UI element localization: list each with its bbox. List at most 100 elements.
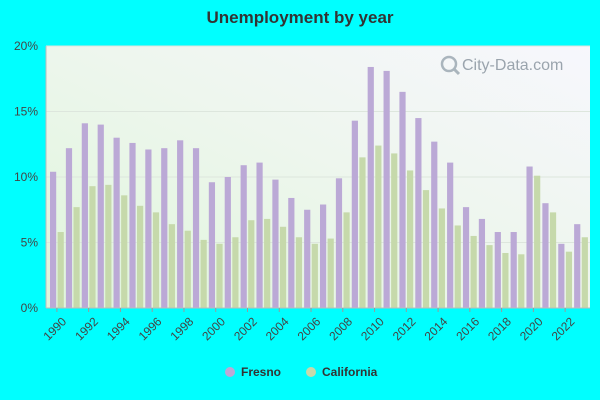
bar-fresno-2008 [335, 178, 343, 308]
bar-fresno-2023 [574, 224, 581, 308]
bar-california-2006 [311, 243, 318, 308]
x-tick-label: 2010 [358, 314, 387, 343]
y-axis: 0% 5% 10% 15% 20% [14, 39, 47, 315]
y-tick-label: 10% [14, 170, 38, 184]
x-tick-label: 2016 [453, 314, 482, 343]
bar-california-1997 [168, 224, 175, 308]
legend-label-fresno: Fresno [241, 365, 281, 379]
y-tick-label: 15% [14, 105, 38, 119]
bar-california-1994 [121, 195, 128, 308]
bar-california-2020 [534, 175, 541, 308]
bar-california-2007 [327, 238, 334, 308]
bar-california-2005 [295, 237, 303, 308]
x-tick-label: 2022 [549, 314, 578, 343]
x-tick-label: 2008 [326, 314, 355, 343]
bar-california-2009 [359, 157, 366, 308]
bar-fresno-2019 [510, 232, 517, 308]
legend-swatch-california [306, 367, 316, 377]
bar-california-2017 [486, 245, 493, 308]
bar-fresno-2003 [256, 162, 263, 308]
bar-fresno-2021 [542, 203, 549, 308]
bar-california-2019 [518, 254, 525, 308]
bar-fresno-1992 [81, 123, 88, 308]
bar-fresno-2011 [383, 70, 390, 308]
watermark-magnifier-icon [440, 55, 461, 76]
bar-california-2016 [470, 235, 477, 308]
x-tick-label: 1996 [136, 314, 165, 343]
bar-california-2010 [375, 145, 382, 308]
bar-fresno-2004 [272, 179, 279, 308]
x-tick-label: 1992 [72, 314, 101, 343]
bar-california-2001 [232, 237, 239, 308]
y-tick-label: 20% [14, 39, 38, 53]
y-tick-label: 5% [21, 236, 39, 250]
legend: Fresno California [225, 365, 378, 379]
bar-california-1995 [137, 205, 144, 308]
bar-fresno-2012 [399, 91, 406, 308]
y-tick-label: 0% [21, 301, 39, 315]
bar-california-2002 [248, 220, 255, 308]
x-tick-label: 2018 [485, 314, 514, 343]
x-tick-label: 2020 [517, 314, 546, 343]
watermark: City-Data.com [440, 55, 563, 76]
bar-california-2000 [216, 243, 223, 308]
bar-fresno-2017 [478, 218, 486, 308]
bar-california-1993 [105, 184, 112, 308]
bar-fresno-2010 [367, 66, 374, 309]
bars [50, 66, 588, 309]
bar-california-2021 [549, 212, 557, 308]
bar-fresno-1996 [145, 149, 152, 308]
bar-fresno-1997 [161, 148, 168, 308]
x-tick-label: 1994 [104, 314, 133, 343]
bar-california-1996 [152, 212, 160, 308]
bar-california-2015 [454, 225, 461, 308]
bar-california-2013 [422, 190, 430, 308]
bar-fresno-2014 [431, 141, 438, 308]
bar-fresno-1990 [50, 171, 57, 308]
bar-fresno-2015 [447, 162, 454, 308]
x-tick-label: 1998 [168, 314, 197, 343]
bar-fresno-1998 [177, 140, 184, 308]
bar-fresno-2016 [462, 207, 470, 308]
bar-fresno-2013 [415, 118, 422, 308]
bar-fresno-2022 [558, 243, 565, 308]
bar-california-2022 [565, 251, 573, 308]
x-tick-label: 2006 [295, 314, 324, 343]
watermark-text: City-Data.com [462, 57, 563, 74]
chart-title: Unemployment by year [206, 8, 394, 27]
bar-fresno-2020 [526, 166, 533, 308]
bar-fresno-2006 [304, 209, 311, 308]
legend-label-california: California [322, 365, 378, 379]
bar-california-2004 [279, 226, 287, 308]
bar-california-1999 [200, 239, 207, 308]
bar-california-2008 [343, 212, 350, 308]
x-tick-label: 2014 [422, 314, 451, 343]
bar-california-2018 [502, 252, 509, 308]
bar-fresno-1995 [129, 142, 136, 308]
bar-california-2011 [391, 153, 398, 308]
bar-fresno-2002 [240, 165, 247, 308]
x-tick-label: 2012 [390, 314, 419, 343]
bar-fresno-2001 [224, 177, 231, 308]
bar-fresno-2007 [320, 204, 327, 308]
bar-california-1998 [184, 230, 191, 308]
bar-california-1992 [89, 186, 96, 308]
x-tick-label: 2004 [263, 314, 292, 343]
bar-fresno-1993 [97, 124, 104, 308]
bar-fresno-1999 [192, 148, 200, 308]
bar-california-1991 [73, 207, 80, 308]
legend-swatch-fresno [225, 367, 235, 377]
bar-california-2023 [581, 237, 588, 308]
x-tick-label: 1990 [40, 314, 69, 343]
bar-california-2014 [438, 208, 445, 308]
x-tick-label: 2002 [231, 314, 260, 343]
bar-fresno-2000 [208, 182, 216, 308]
x-tick-label: 2000 [199, 314, 228, 343]
bar-california-2012 [407, 170, 414, 308]
bar-fresno-1991 [65, 148, 73, 308]
bar-fresno-2018 [494, 232, 501, 308]
x-axis: 1990 1992 1994 1996 1998 2000 2002 2004 2006 2008… [40, 307, 590, 343]
bar-california-1990 [57, 232, 64, 308]
bar-fresno-1994 [113, 137, 120, 308]
